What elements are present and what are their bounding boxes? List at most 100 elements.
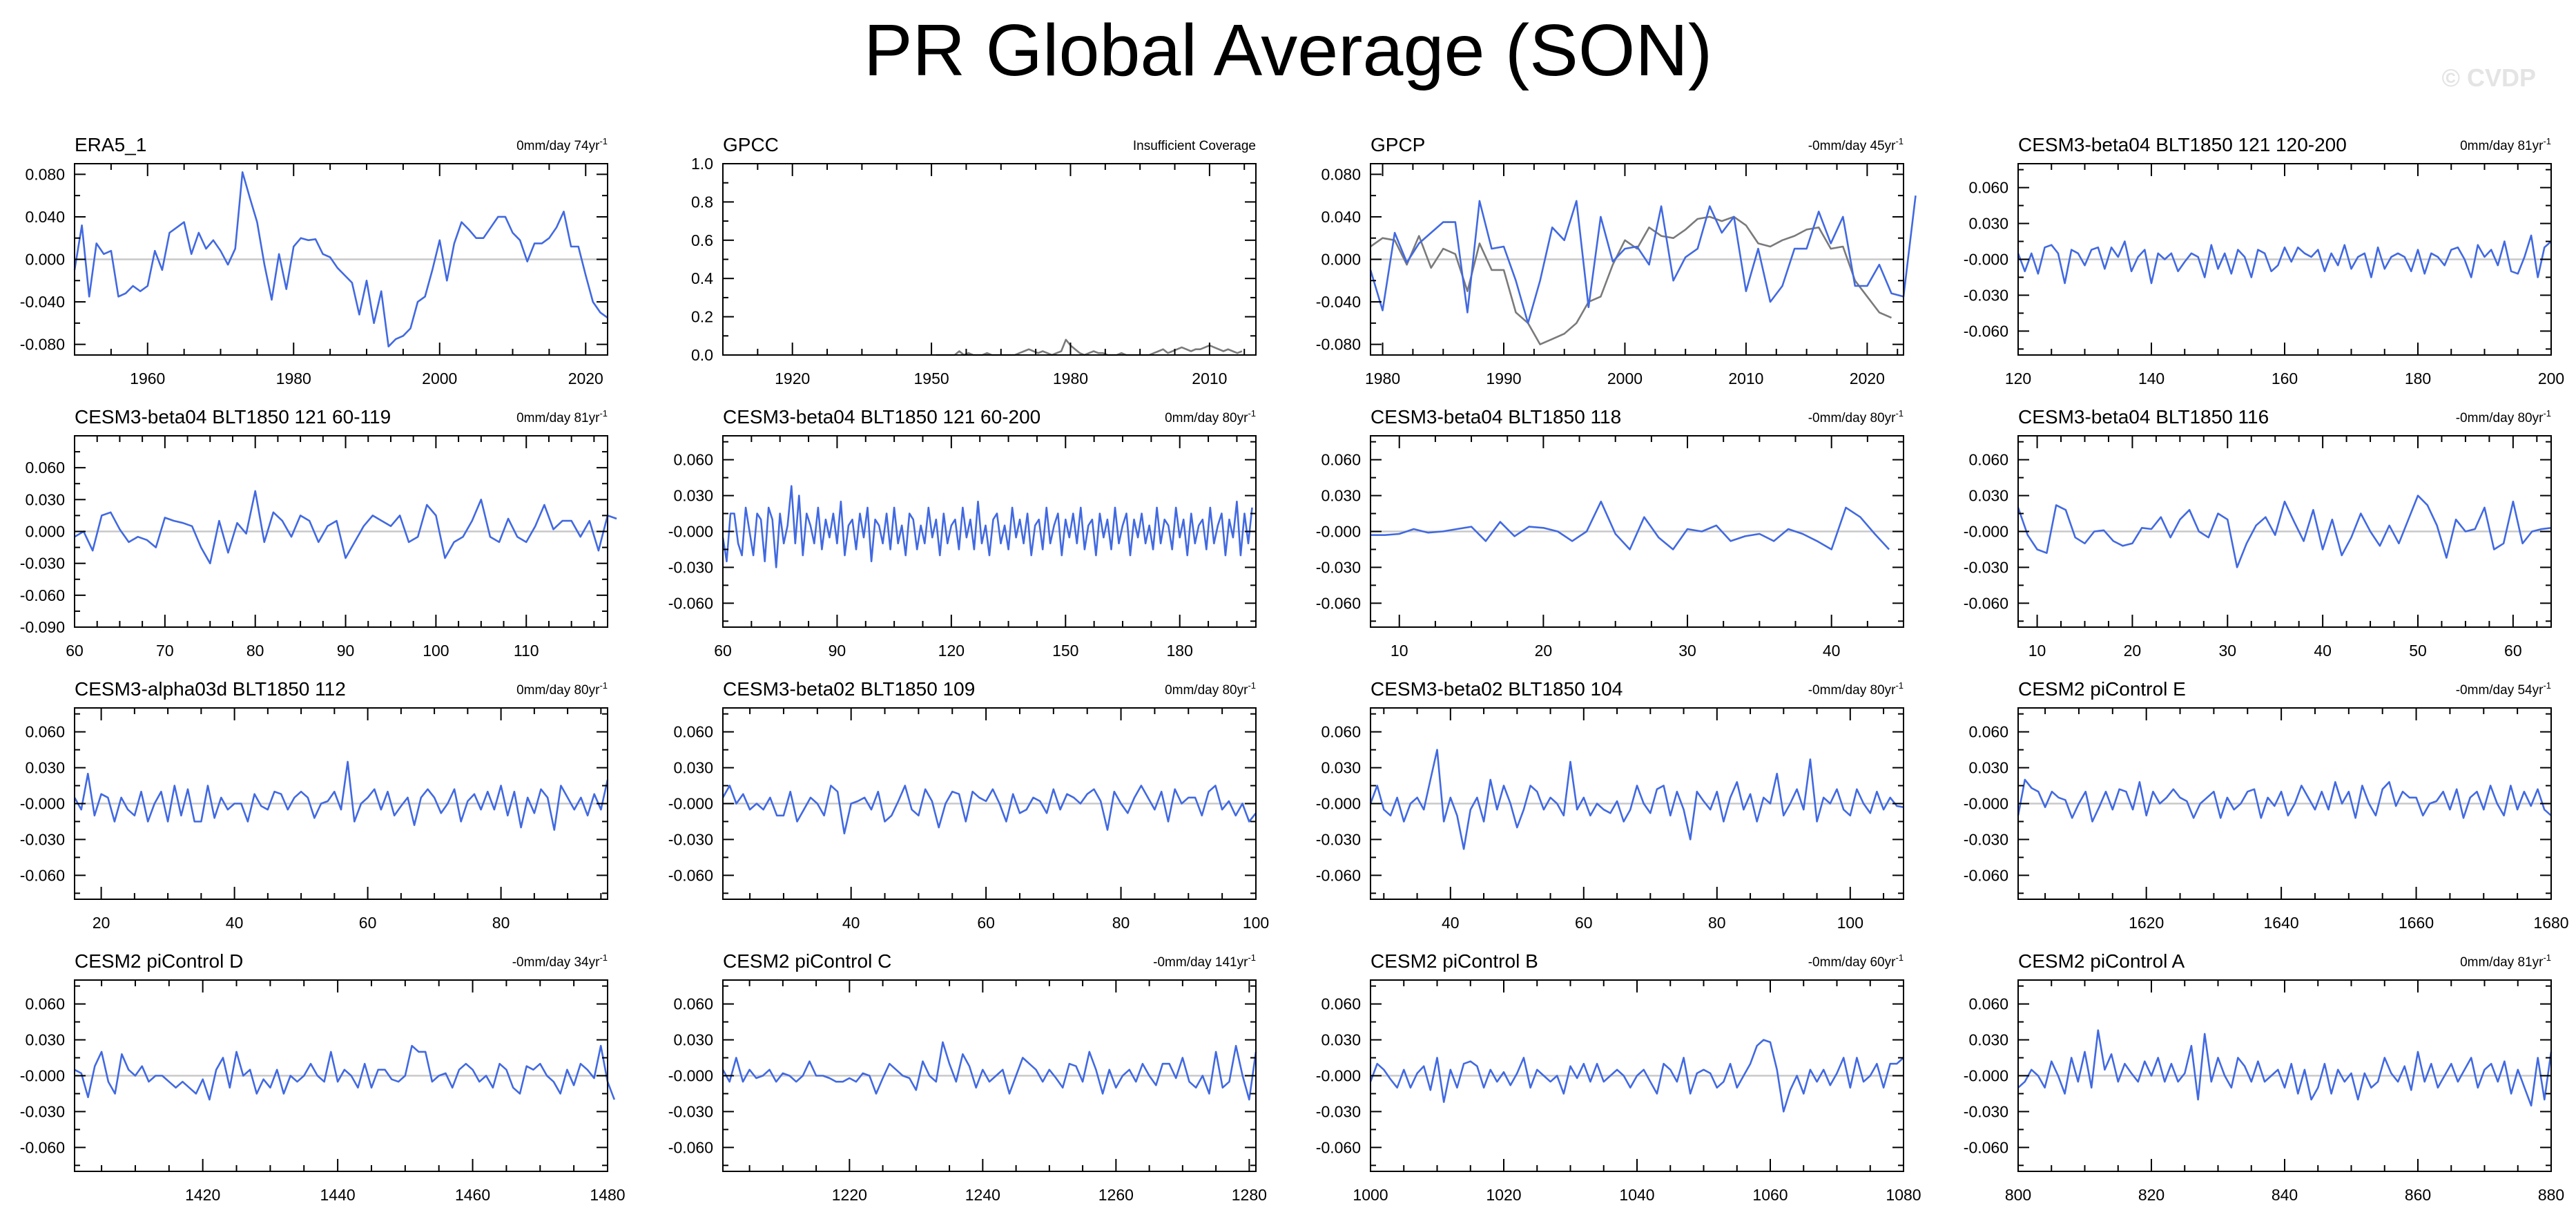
chart-panel: 40 60 80 100 -0.060 -0.030 -0.000 0.030 0.060 CES…	[668, 678, 1269, 932]
trend-label: 0mm/day 81yr-1	[2460, 136, 2551, 153]
y-tick-label: 0.000	[25, 251, 65, 269]
x-tick-label: 1240	[965, 1186, 1000, 1204]
trend-superscript: -1	[599, 680, 608, 691]
panel-title: CESM3-beta04 BLT1850 118	[1371, 406, 1621, 428]
chart-panel: 10 20 30 40 50 60 -0.060 -0.030 -0.000 0.030 0.060…	[1964, 406, 2552, 660]
y-tick-label: 0.060	[1321, 723, 1361, 741]
x-tick-label: 90	[829, 642, 846, 660]
y-tick-label: -0.000	[1316, 795, 1361, 813]
x-tick-label: 180	[1167, 642, 1193, 660]
x-tick-label: 10	[1391, 642, 1408, 660]
x-tick-label: 200	[2538, 370, 2564, 387]
y-tick-label: -0.030	[1964, 286, 2008, 304]
trend-superscript: -1	[1895, 136, 1904, 146]
series-line	[74, 490, 617, 565]
y-tick-label: -0.060	[20, 1138, 65, 1156]
x-tick-label: 120	[938, 642, 965, 660]
x-tick-label: 1020	[1486, 1186, 1521, 1204]
y-tick-label: -0.030	[1316, 830, 1361, 848]
y-tick-label: 0.030	[1968, 215, 2008, 233]
panel-title: GPCC	[723, 134, 779, 155]
x-tick-label: 80	[1112, 914, 1130, 932]
plot-frame	[722, 163, 1257, 356]
trend-superscript: -1	[2543, 952, 2551, 963]
series-line	[2017, 778, 2552, 823]
x-tick-label: 1980	[1365, 370, 1400, 387]
series-line	[73, 171, 608, 348]
y-tick-label: -0.060	[1964, 322, 2008, 340]
obs-series-line	[1370, 215, 1892, 345]
chart-panel: 1960 1980 2000 2020 -0.080 -0.040 0.000 0.040 0.…	[20, 134, 608, 387]
panel-title: CESM3-beta02 BLT1850 109	[723, 678, 975, 700]
chart-panel: 1980 1990 2000 2010 2020 -0.080 -0.040 0.000 0.0…	[1316, 134, 1917, 387]
trend-superscript: -1	[1895, 408, 1904, 419]
y-tick-label: 0.060	[1968, 723, 2008, 741]
series-line	[2017, 1029, 2553, 1107]
trend-label: 0mm/day 81yr-1	[2460, 952, 2551, 970]
y-tick-label: 0.6	[691, 231, 713, 249]
x-tick-label: 2010	[1192, 370, 1227, 387]
chart-panel: 120 140 160 180 200 -0.060 -0.030 -0.000 0.030 0.…	[1964, 134, 2564, 387]
x-tick-label: 80	[246, 642, 264, 660]
y-tick-label: -0.030	[668, 1102, 713, 1120]
panel-title: ERA5_1	[75, 134, 146, 155]
y-tick-label: -0.030	[1316, 558, 1361, 576]
y-tick-label: 0.000	[1321, 251, 1361, 269]
y-tick-label: -0.000	[668, 523, 713, 541]
x-tick-label: 1420	[185, 1186, 220, 1204]
y-tick-label: 0.030	[1968, 759, 2008, 777]
y-tick-label: 0.4	[691, 269, 713, 287]
x-tick-label: 1460	[455, 1186, 490, 1204]
x-tick-label: 1980	[1053, 370, 1088, 387]
y-tick-label: 0.030	[25, 1031, 65, 1049]
panel-title: CESM3-beta04 BLT1850 121 60-119	[75, 406, 391, 428]
y-tick-label: 0.060	[1968, 995, 2008, 1013]
y-tick-label: -0.030	[20, 830, 65, 848]
x-tick-label: 180	[2405, 370, 2431, 387]
y-tick-label: -0.040	[20, 293, 65, 311]
x-tick-label: 1280	[1232, 1186, 1267, 1204]
y-tick-label: 0.080	[1321, 165, 1361, 183]
y-tick-label: -0.000	[20, 795, 65, 813]
x-tick-label: 100	[423, 642, 449, 660]
panel-title: CESM3-beta04 BLT1850 116	[2018, 406, 2269, 428]
x-tick-label: 60	[66, 642, 84, 660]
x-tick-label: 1480	[590, 1186, 625, 1204]
y-tick-label: 0.030	[673, 487, 713, 505]
x-tick-label: 70	[156, 642, 174, 660]
x-tick-label: 1640	[2264, 914, 2299, 932]
y-tick-label: 0.040	[1321, 208, 1361, 226]
y-tick-label: -0.060	[668, 1138, 713, 1156]
x-tick-label: 20	[1535, 642, 1553, 660]
trend-label: -0mm/day 60yr-1	[1808, 952, 1904, 970]
trend-label: 0mm/day 80yr-1	[1165, 408, 1256, 425]
trend-superscript: -1	[1895, 680, 1904, 691]
panel-title: CESM2 piControl D	[75, 950, 243, 972]
chart-panel: 10 20 30 40 -0.060 -0.030 -0.000 0.030 0.060 CESM…	[1316, 406, 1904, 660]
trend-label: 0mm/day 81yr-1	[516, 408, 608, 425]
chart-panel: 1920 1950 1980 2010 0.0 0.2 0.4 0.6 0.8 1.0 GPCC In…	[691, 134, 1257, 387]
y-tick-label: 1.0	[691, 155, 713, 173]
y-tick-label: -0.060	[1316, 866, 1361, 884]
panel-title: CESM3-alpha03d BLT1850 112	[75, 678, 346, 700]
trend-superscript: -1	[599, 136, 608, 146]
trend-superscript: -1	[2543, 680, 2551, 691]
x-tick-label: 1440	[320, 1186, 356, 1204]
panel-title: CESM3-beta04 BLT1850 121 120-200	[2018, 134, 2347, 155]
x-tick-label: 1000	[1353, 1186, 1388, 1204]
y-tick-label: 0.030	[1968, 1031, 2008, 1049]
y-tick-label: -0.000	[1964, 795, 2008, 813]
y-tick-label: -0.060	[668, 594, 713, 612]
x-tick-label: 1980	[276, 370, 311, 387]
x-tick-label: 1080	[1886, 1186, 1921, 1204]
trend-label: -0mm/day 141yr-1	[1153, 952, 1256, 970]
trend-superscript: -1	[1895, 952, 1904, 963]
trend-label: Insufficient Coverage	[1133, 139, 1256, 153]
y-tick-label: -0.040	[1316, 293, 1361, 311]
y-tick-label: -0.060	[1964, 1138, 2008, 1156]
y-tick-label: 0.060	[1321, 995, 1361, 1013]
x-tick-label: 880	[2538, 1186, 2564, 1204]
y-tick-label: -0.000	[1964, 251, 2008, 269]
trend-label: -0mm/day 45yr-1	[1808, 136, 1904, 153]
